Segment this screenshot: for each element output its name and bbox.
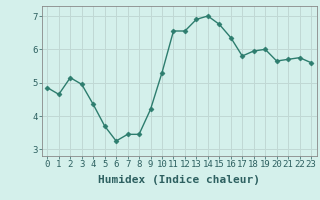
X-axis label: Humidex (Indice chaleur): Humidex (Indice chaleur) bbox=[98, 175, 260, 185]
